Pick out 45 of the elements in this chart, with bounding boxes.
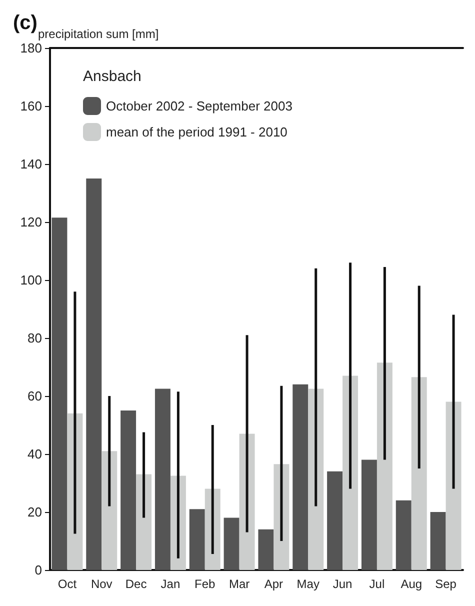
y-axis-title: precipitation sum [mm] [38, 27, 159, 41]
bar [446, 402, 462, 570]
x-tick-label: Feb [194, 577, 216, 591]
x-tick-label: Jul [369, 577, 385, 591]
y-tick-label: 100 [20, 272, 42, 288]
bar [327, 471, 343, 570]
x-tick-label: Dec [125, 577, 147, 591]
bar [258, 529, 274, 570]
y-tick-label: 20 [28, 504, 42, 520]
bar [120, 410, 136, 570]
legend-label: October 2002 - September 2003 [106, 98, 292, 114]
bar [154, 388, 170, 570]
bar [361, 460, 377, 570]
legend-title: Ansbach [83, 68, 142, 85]
y-tick-label: 40 [28, 446, 42, 462]
x-tick-label: Mar [228, 577, 250, 591]
bar [86, 178, 102, 570]
bar [224, 518, 240, 570]
bar [376, 362, 392, 570]
x-tick-label: Sep [435, 577, 457, 591]
x-tick-label: Aug [400, 577, 422, 591]
y-tick-label: 140 [20, 156, 42, 172]
bar [189, 509, 205, 570]
x-tick-label: Jan [160, 577, 180, 591]
y-tick-label: 80 [28, 330, 42, 346]
x-tick-label: Nov [90, 577, 112, 591]
x-tick-label: Apr [264, 577, 284, 591]
bar [136, 474, 152, 570]
chart-title: (c) [13, 12, 38, 34]
bar [292, 384, 308, 570]
y-tick-label: 180 [20, 40, 42, 56]
bar [342, 376, 358, 570]
bar [411, 377, 427, 570]
bar [430, 512, 446, 570]
y-tick-label: 60 [28, 388, 42, 404]
x-tick-label: Jun [332, 577, 352, 591]
bar [102, 451, 118, 570]
y-tick-label: 120 [20, 214, 42, 230]
bar [396, 500, 412, 570]
bar [52, 218, 68, 570]
legend-label: mean of the period 1991 - 2010 [106, 124, 288, 140]
y-tick-label: 0 [34, 562, 42, 578]
x-tick-label: May [296, 577, 320, 591]
y-tick-label: 160 [20, 98, 42, 114]
x-tick-label: Oct [58, 577, 78, 591]
